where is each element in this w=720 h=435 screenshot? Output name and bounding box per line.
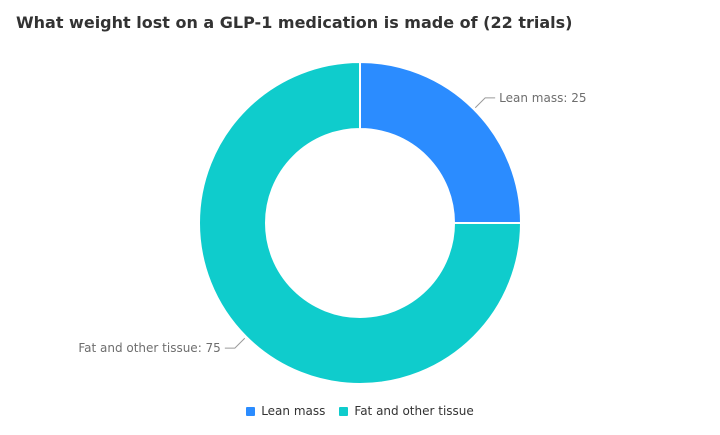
leader-line-lean-mass (474, 97, 496, 109)
legend-label-lean-mass: Lean mass (261, 404, 326, 418)
chart-legend: Lean mass Fat and other tissue (0, 404, 720, 418)
data-label-lean-mass: Lean mass: 25 (499, 91, 586, 105)
legend-item-lean-mass[interactable]: Lean mass (246, 404, 325, 418)
data-label-fat-and-other-tissue: Fat and other tissue: 75 (78, 341, 221, 355)
leader-line-fat-and-other-tissue (224, 337, 246, 349)
chart-title: What weight lost on a GLP-1 medication i… (16, 13, 573, 32)
legend-swatch-fat-and-other-tissue (339, 406, 349, 416)
slice-fat-and-other-tissue[interactable] (198, 61, 522, 385)
legend-label-fat-and-other-tissue: Fat and other tissue (354, 404, 474, 418)
legend-item-fat-and-other-tissue[interactable]: Fat and other tissue (339, 404, 474, 418)
legend-swatch-lean-mass (246, 406, 256, 416)
slice-labels: Lean mass: 25 Fat and other tissue: 75 (78, 91, 586, 355)
slice-lean-mass[interactable] (359, 61, 522, 224)
donut-slices (198, 61, 522, 385)
